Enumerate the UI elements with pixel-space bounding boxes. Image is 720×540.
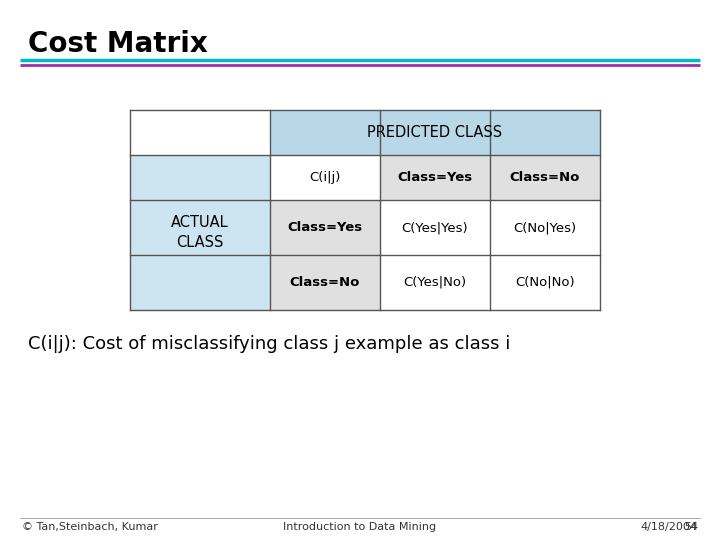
Text: C(i|j): C(i|j): [310, 171, 341, 184]
Bar: [130, 200, 270, 255]
Bar: [130, 110, 270, 155]
Text: Introduction to Data Mining: Introduction to Data Mining: [284, 522, 436, 532]
Text: C(Yes|No): C(Yes|No): [403, 276, 467, 289]
Bar: [490, 155, 600, 200]
Text: Class=Yes: Class=Yes: [287, 221, 363, 234]
Text: C(Yes|Yes): C(Yes|Yes): [402, 221, 468, 234]
Text: © Tan,Steinbach, Kumar: © Tan,Steinbach, Kumar: [22, 522, 158, 532]
Bar: [270, 110, 600, 155]
Text: ACTUAL
CLASS: ACTUAL CLASS: [171, 215, 229, 250]
Bar: [380, 255, 490, 310]
Bar: [270, 200, 380, 255]
Bar: [380, 155, 490, 200]
Text: PREDICTED CLASS: PREDICTED CLASS: [367, 125, 503, 140]
Text: 4/18/2004: 4/18/2004: [640, 522, 697, 532]
Bar: [130, 155, 270, 200]
Text: 54: 54: [684, 522, 698, 532]
Text: C(i|j): Cost of misclassifying class j example as class i: C(i|j): Cost of misclassifying class j e…: [28, 335, 510, 353]
Text: Class=No: Class=No: [290, 276, 360, 289]
Bar: [380, 200, 490, 255]
Bar: [130, 255, 270, 310]
Bar: [270, 255, 380, 310]
Bar: [490, 200, 600, 255]
Bar: [270, 155, 380, 200]
Text: Class=Yes: Class=Yes: [397, 171, 472, 184]
Text: C(No|Yes): C(No|Yes): [513, 221, 577, 234]
Bar: [490, 255, 600, 310]
Text: Class=No: Class=No: [510, 171, 580, 184]
Text: C(No|No): C(No|No): [516, 276, 575, 289]
Text: Cost Matrix: Cost Matrix: [28, 30, 208, 58]
